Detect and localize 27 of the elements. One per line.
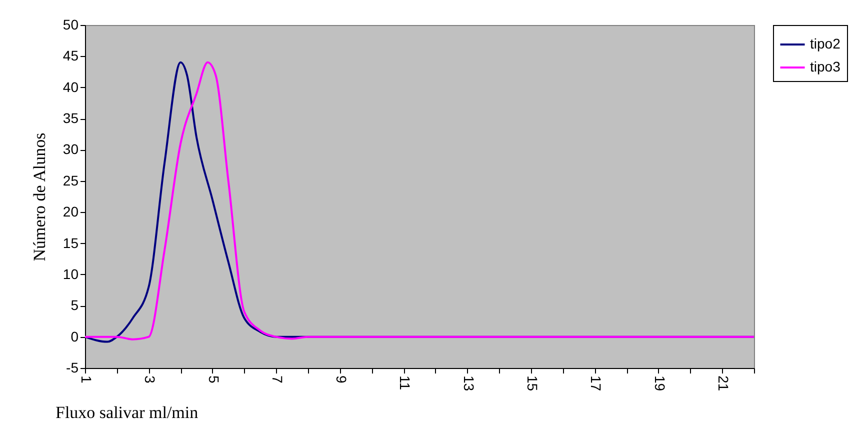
x-tick-label: 9 [333,376,350,384]
y-tick-label: -5 [66,360,79,376]
y-tick-label: 50 [62,16,79,32]
y-tick-label: 30 [62,141,79,158]
x-tick-label: 15 [524,376,540,392]
x-tick-label: 11 [397,376,414,390]
x-tick-label: 1 [78,376,94,384]
y-tick-label: 45 [62,48,79,64]
y-tick-label: 10 [62,266,79,282]
y-tick-label: 15 [62,234,79,251]
x-tick-label: 7 [270,376,286,384]
y-tick-label: 35 [62,110,79,126]
y-tick-label: 20 [62,204,79,220]
x-tick-label: 3 [142,376,158,384]
x-tick-label: 13 [460,376,477,392]
legend-label: tipo3 [810,58,841,74]
y-axis-title: Número de Alunos [30,132,49,262]
y-tick-label: 40 [62,78,79,95]
y-tick-label: 0 [70,328,79,344]
x-tick-label: 17 [588,376,604,392]
y-tick-label: 25 [62,172,79,188]
y-tick-label: 5 [70,297,79,314]
x-tick-label: 21 [716,376,732,392]
x-tick-label: 5 [206,376,222,384]
x-tick-label: 19 [652,376,668,392]
legend-label: tipo2 [810,36,841,52]
x-axis-title: Fluxo salivar ml/min [56,403,199,422]
